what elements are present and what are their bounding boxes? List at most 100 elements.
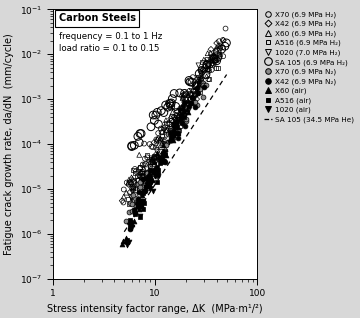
Point: [147, 163, 153, 169]
Point: [138, 174, 143, 179]
Point: [181, 110, 186, 115]
Point: [215, 42, 221, 47]
Point: [172, 127, 177, 132]
Point: [177, 90, 183, 95]
Point: [206, 69, 212, 74]
Point: [159, 130, 165, 135]
Point: [188, 92, 193, 97]
Point: [179, 105, 185, 110]
Point: [147, 142, 153, 147]
Point: [197, 86, 203, 91]
Point: [139, 173, 145, 178]
Point: [131, 218, 137, 223]
Point: [159, 141, 165, 146]
Point: [222, 26, 228, 31]
Point: [170, 135, 176, 141]
Point: [123, 218, 129, 224]
Point: [138, 165, 143, 170]
Point: [154, 179, 160, 184]
Point: [170, 132, 176, 137]
Point: [186, 100, 192, 106]
Point: [173, 115, 179, 120]
Point: [179, 107, 185, 113]
Point: [145, 183, 151, 189]
Point: [167, 103, 173, 108]
Point: [126, 182, 132, 187]
Point: [211, 62, 216, 67]
Point: [160, 149, 166, 154]
Point: [204, 66, 210, 72]
Point: [171, 132, 176, 137]
Point: [163, 134, 169, 139]
Point: [152, 118, 157, 123]
Point: [162, 149, 168, 154]
Point: [161, 158, 167, 163]
Point: [200, 82, 206, 87]
Point: [147, 183, 152, 188]
Point: [134, 182, 140, 187]
Point: [178, 115, 184, 120]
Point: [140, 173, 145, 178]
Point: [214, 41, 220, 46]
Point: [170, 96, 175, 101]
Point: [161, 139, 167, 144]
Point: [140, 162, 145, 167]
Point: [175, 128, 180, 133]
Point: [194, 102, 200, 107]
Point: [158, 108, 164, 113]
Point: [124, 238, 130, 243]
Point: [154, 156, 160, 161]
Point: [206, 67, 211, 72]
Point: [197, 82, 202, 87]
Point: [136, 199, 142, 204]
Point: [171, 123, 177, 128]
Point: [150, 145, 156, 150]
Point: [149, 171, 155, 176]
Point: [154, 138, 159, 143]
Point: [157, 136, 163, 141]
Point: [129, 221, 135, 226]
Point: [137, 188, 143, 193]
Point: [198, 76, 204, 81]
Point: [211, 53, 217, 58]
Point: [196, 78, 202, 83]
Point: [137, 166, 143, 171]
Point: [154, 138, 160, 143]
Point: [163, 118, 169, 123]
Point: [208, 50, 213, 55]
Point: [126, 240, 132, 245]
Point: [211, 55, 216, 60]
Point: [136, 183, 142, 188]
Point: [168, 138, 174, 143]
Point: [149, 157, 155, 162]
Point: [153, 166, 158, 171]
Point: [130, 186, 136, 191]
Point: [136, 140, 142, 145]
Point: [182, 113, 188, 118]
Point: [214, 46, 220, 52]
Point: [163, 142, 168, 147]
Point: [169, 114, 175, 119]
Point: [156, 136, 162, 141]
Point: [181, 94, 187, 99]
Point: [198, 69, 204, 74]
Point: [128, 180, 134, 185]
Point: [135, 173, 140, 178]
Point: [160, 152, 166, 157]
Point: [214, 58, 220, 63]
Point: [134, 201, 140, 206]
Point: [154, 110, 160, 115]
Point: [157, 160, 163, 165]
Point: [181, 105, 186, 110]
Point: [200, 68, 206, 73]
Point: [151, 156, 157, 161]
Point: [130, 193, 136, 198]
Point: [165, 131, 171, 136]
Point: [183, 103, 188, 108]
Point: [129, 175, 134, 180]
Point: [148, 167, 153, 172]
Point: [148, 124, 154, 129]
Point: [153, 137, 159, 142]
Point: [176, 127, 182, 132]
Point: [151, 155, 157, 160]
